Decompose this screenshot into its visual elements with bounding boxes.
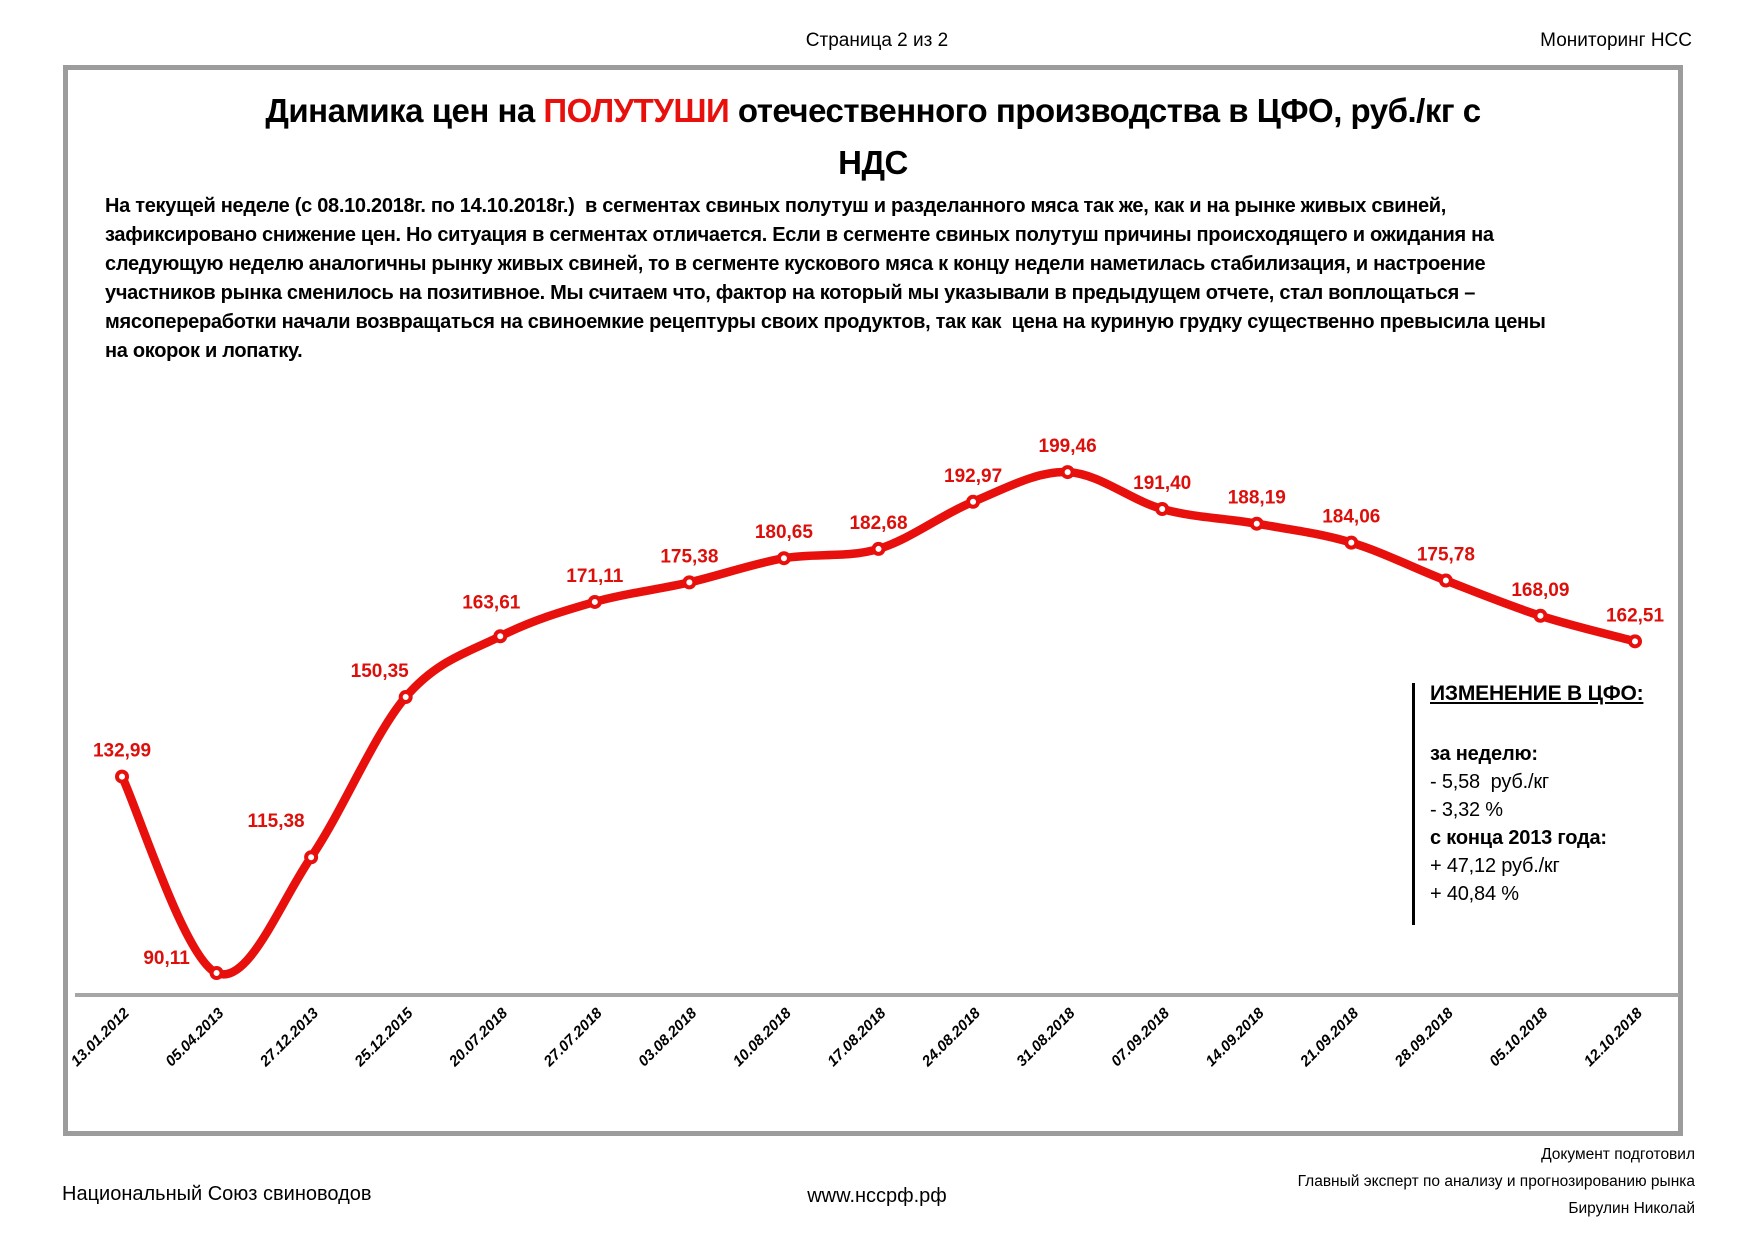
changes-since-rub: + 47,12 руб./кг [1430, 855, 1560, 877]
changes-since-pct: + 40,84 % [1430, 883, 1519, 905]
summary-line: на окорок и лопатку. [105, 340, 303, 362]
summary-line: участников рынка сменилось на позитивное… [105, 282, 1476, 304]
summary-line: зафиксировано снижение цен. Но ситуация … [105, 224, 1494, 246]
chart-title: Динамика цен на ПОЛУТУШИ отечественного … [68, 85, 1678, 189]
title-suffix: отечественного производства в ЦФО, руб./… [729, 92, 1481, 129]
brand-label: Мониторинг НСС [1540, 30, 1692, 51]
footer-website: www.нссрф.рф [807, 1185, 947, 1207]
summary-line: На текущей неделе (с 08.10.2018г. по 14.… [105, 195, 1447, 217]
title-prefix: Динамика цен на [265, 92, 544, 129]
page-number: Страница 2 из 2 [805, 30, 949, 51]
changes-week-label: за неделю: [1430, 743, 1538, 765]
footer-prepared-by: Документ подготовил Главный эксперт по а… [1298, 1141, 1695, 1222]
changes-week-pct: - 3,32 % [1430, 799, 1503, 821]
title-highlight: ПОЛУТУШИ [543, 92, 730, 129]
footer-organization: Национальный Союз свиноводов [62, 1183, 372, 1205]
summary-paragraph: На текущей неделе (с 08.10.2018г. по 14.… [105, 192, 1546, 366]
summary-line: следующую неделю аналогичны рынку живых … [105, 253, 1486, 275]
prepared-line: Главный эксперт по анализу и прогнозиров… [1297, 1173, 1695, 1190]
report-frame: Динамика цен на ПОЛУТУШИ отечественного … [63, 65, 1683, 1136]
prepared-line: Бирулин Николай [1568, 1200, 1695, 1217]
changes-divider [1412, 683, 1415, 925]
changes-title: ИЗМЕНЕНИЕ В ЦФО: [1430, 682, 1644, 705]
summary-line: мясопереработки начали возвращаться на с… [105, 311, 1546, 333]
prepared-line: Документ подготовил [1541, 1146, 1695, 1163]
changes-week-rub: - 5,58 руб./кг [1430, 771, 1549, 793]
changes-box: ИЗМЕНЕНИЕ В ЦФО: за неделю: - 5,58 руб./… [1430, 680, 1700, 908]
title-line2: НДС [838, 144, 908, 181]
changes-since-label: с конца 2013 года: [1430, 827, 1607, 849]
